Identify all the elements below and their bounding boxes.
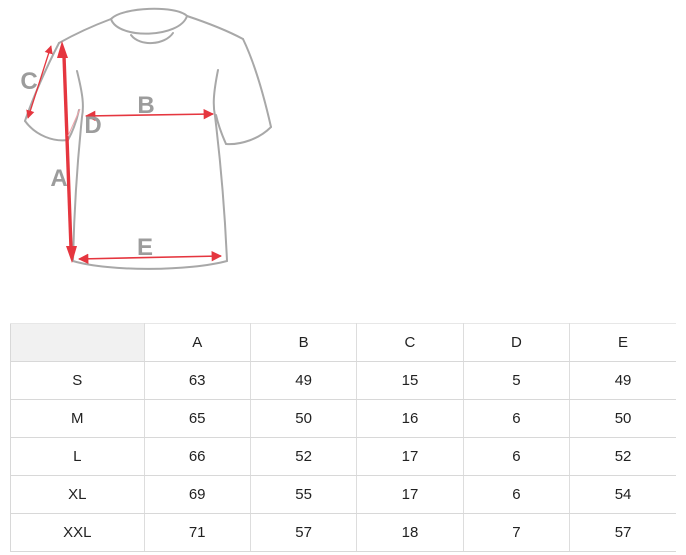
size-value-d: 6 xyxy=(463,437,571,476)
measurement-labels: C A B D E xyxy=(20,68,154,261)
size-name: M xyxy=(10,399,145,438)
size-table-header-e: E xyxy=(569,323,676,362)
measure-label-d: D xyxy=(84,112,101,139)
tshirt-collar-inner-seam xyxy=(130,32,174,44)
size-table-container: A B C D E S 63 49 15 5 49 M 65 xyxy=(10,323,676,552)
size-value-e: 50 xyxy=(569,399,676,438)
tshirt-left-side xyxy=(72,70,84,262)
measure-arrow-a xyxy=(57,41,77,263)
size-name: L xyxy=(10,437,145,476)
size-value-b: 57 xyxy=(250,513,358,552)
tshirt-collar-opening xyxy=(110,15,188,35)
size-value-e: 52 xyxy=(569,437,676,476)
tshirt-right-sleeve-cuff xyxy=(225,126,272,146)
size-value-c: 18 xyxy=(356,513,464,552)
size-value-d: 6 xyxy=(463,475,571,514)
size-value-b: 49 xyxy=(250,361,358,400)
size-value-e: 57 xyxy=(569,513,676,552)
tshirt-right-sleeve-outer xyxy=(242,38,272,128)
size-row-xxl: XXL 71 57 18 7 57 xyxy=(10,513,676,552)
size-table-header-corner xyxy=(10,323,145,362)
size-table-header-b: B xyxy=(250,323,358,362)
size-row-m: M 65 50 16 6 50 xyxy=(10,399,676,438)
measure-arrow-b xyxy=(84,108,215,122)
size-value-b: 50 xyxy=(250,399,358,438)
size-value-b: 52 xyxy=(250,437,358,476)
size-value-a: 66 xyxy=(144,437,251,476)
arrowhead-a-bottom xyxy=(66,246,77,263)
arrowhead-a-top xyxy=(57,41,68,58)
size-value-d: 6 xyxy=(463,399,571,438)
size-table-header-a: A xyxy=(144,323,251,362)
size-row-s: S 63 49 15 5 49 xyxy=(10,361,676,400)
tshirt-right-underarm xyxy=(215,114,227,145)
size-table-header-d: D xyxy=(463,323,571,362)
measurement-arrows xyxy=(26,41,223,265)
measure-line-d xyxy=(67,108,81,137)
size-value-c: 17 xyxy=(356,475,464,514)
size-value-c: 17 xyxy=(356,437,464,476)
size-row-xl: XL 69 55 17 6 54 xyxy=(10,475,676,514)
size-value-c: 15 xyxy=(356,361,464,400)
measure-label-b: B xyxy=(137,92,154,119)
tshirt-collar-top xyxy=(110,7,188,20)
measure-arrow-c xyxy=(26,45,53,119)
tshirt-hem xyxy=(72,260,228,270)
size-value-e: 49 xyxy=(569,361,676,400)
size-value-a: 71 xyxy=(144,513,251,552)
size-table: A B C D E S 63 49 15 5 49 M 65 xyxy=(10,323,676,552)
size-value-a: 69 xyxy=(144,475,251,514)
size-value-c: 16 xyxy=(356,399,464,438)
size-name: S xyxy=(10,361,145,400)
size-name: XL xyxy=(10,475,145,514)
measure-label-a: A xyxy=(50,165,67,192)
size-value-e: 54 xyxy=(569,475,676,514)
size-value-d: 5 xyxy=(463,361,571,400)
measure-arrow-e xyxy=(77,250,223,265)
size-name: XXL xyxy=(10,513,145,552)
tshirt-right-side xyxy=(212,69,228,262)
size-value-a: 65 xyxy=(144,399,251,438)
tshirt-right-shoulder xyxy=(186,15,244,40)
size-value-d: 7 xyxy=(463,513,571,552)
tshirt-left-sleeve-cuff xyxy=(24,120,69,142)
measure-label-c: C xyxy=(20,68,37,95)
size-table-header-row: A B C D E xyxy=(10,323,676,362)
size-row-l: L 66 52 17 6 52 xyxy=(10,437,676,476)
measure-label-e: E xyxy=(137,234,153,261)
tshirt-measurement-diagram: C A B D E xyxy=(20,7,272,270)
size-table-header-c: C xyxy=(356,323,464,362)
tshirt-left-shoulder xyxy=(58,18,112,44)
size-value-b: 55 xyxy=(250,475,358,514)
size-value-a: 63 xyxy=(144,361,251,400)
